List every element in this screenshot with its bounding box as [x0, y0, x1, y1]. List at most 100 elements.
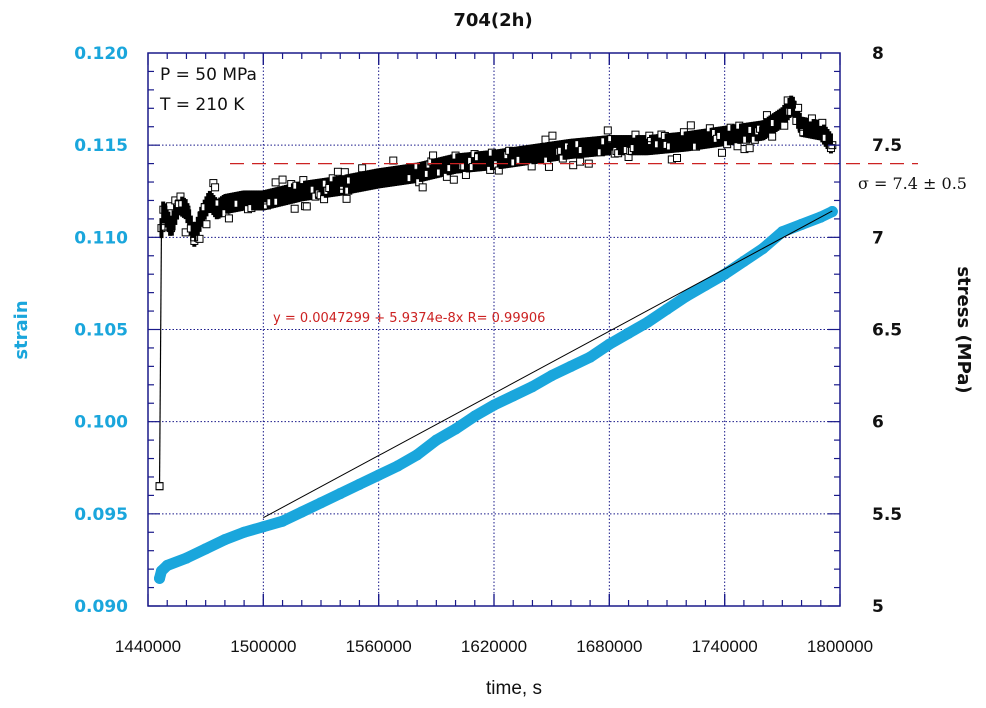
- stress-point: [548, 131, 557, 140]
- x-tick-label: 1680000: [576, 637, 642, 656]
- stress-point: [686, 121, 695, 130]
- stress-point: [302, 202, 311, 211]
- strain-point: [623, 327, 635, 339]
- stress-point: [413, 168, 422, 177]
- strain-point: [200, 543, 212, 555]
- strain-point: [277, 515, 289, 527]
- strain-point: [507, 390, 519, 402]
- stress-mean-label: σ = 7.4 ± 0.5: [858, 174, 967, 193]
- stress-point: [205, 196, 214, 205]
- y-tick-left-label: 0.105: [74, 321, 128, 341]
- y-tick-right-label: 5: [872, 597, 884, 617]
- strain-point: [546, 370, 558, 382]
- strain-point: [430, 434, 442, 446]
- strain-point: [565, 360, 577, 372]
- stress-point: [202, 220, 211, 229]
- stress-point: [544, 162, 553, 171]
- y-axis-left-label: strain: [11, 300, 32, 359]
- strain-point: [584, 351, 596, 363]
- stress-point: [297, 187, 306, 196]
- stress-point: [159, 205, 168, 214]
- stress-point: [290, 204, 299, 213]
- strain-point: [642, 316, 654, 328]
- stress-point: [603, 126, 612, 135]
- stress-point: [259, 196, 268, 205]
- y-tick-left-label: 0.100: [74, 413, 128, 433]
- stress-point: [197, 211, 206, 220]
- strain-point: [699, 279, 711, 291]
- stress-point: [528, 150, 537, 159]
- x-tick-label: 1440000: [115, 637, 181, 656]
- plot-area: [154, 95, 838, 584]
- stress-point: [155, 482, 164, 491]
- strain-point: [776, 226, 788, 238]
- stress-point: [429, 151, 438, 160]
- strain-point: [238, 526, 250, 538]
- y-tick-left-label: 0.115: [74, 136, 128, 156]
- strain-point: [719, 268, 731, 280]
- stress-point: [167, 224, 176, 233]
- stress-point: [682, 137, 691, 146]
- stress-point: [643, 141, 652, 150]
- stress-point: [576, 157, 585, 166]
- stress-point: [717, 148, 726, 157]
- y-axis-right-label: stress (MPa): [953, 266, 974, 393]
- stress-point: [224, 214, 233, 223]
- stress-point: [336, 181, 345, 190]
- stress-point: [672, 153, 681, 162]
- chart-title: 704(2h): [453, 10, 532, 31]
- stress-point: [271, 178, 280, 187]
- stress-point: [155, 482, 164, 491]
- stress-point: [190, 233, 199, 242]
- fit-equation-label: y = 0.0047299 + 5.9374e-8x R= 0.99906: [273, 311, 545, 326]
- stress-point: [358, 164, 367, 173]
- strain-point: [796, 218, 808, 230]
- stress-point: [182, 205, 191, 214]
- stress-point: [778, 113, 787, 122]
- strain-point: [411, 449, 423, 461]
- stress-point: [768, 132, 777, 141]
- strain-point: [161, 559, 173, 571]
- stress-point: [195, 234, 204, 243]
- stress-point: [720, 131, 729, 140]
- stress-point: [566, 144, 575, 153]
- fit-line: [263, 210, 833, 519]
- strain-point: [661, 303, 673, 315]
- stress-connector: [158, 228, 163, 487]
- y-tick-right-label: 7: [872, 228, 884, 248]
- stress-point: [461, 170, 470, 179]
- stress-point: [213, 205, 222, 214]
- y-tick-right-label: 7.5: [872, 136, 902, 156]
- x-tick-label: 1620000: [461, 637, 527, 656]
- tick-labels: 1440000 1500000 1560000 1620000 1680000 17400…: [74, 44, 902, 656]
- strain-point: [353, 478, 365, 490]
- strain-point: [373, 469, 385, 481]
- tick-marks: [147, 53, 841, 607]
- strain-point: [738, 255, 750, 267]
- strain-point: [180, 552, 192, 564]
- x-axis-label: time, s: [486, 678, 542, 699]
- stress-point: [220, 200, 229, 209]
- stress-point: [240, 196, 249, 205]
- stress-point: [418, 183, 427, 192]
- stress-point: [797, 122, 806, 131]
- x-tick-label: 1740000: [692, 637, 758, 656]
- strain-point: [450, 423, 462, 435]
- y-tick-left-label: 0.090: [74, 597, 128, 617]
- strain-point: [334, 488, 346, 500]
- strain-point: [680, 290, 692, 302]
- strain-point: [296, 506, 308, 518]
- stress-point: [569, 161, 578, 170]
- stress-point: [745, 144, 754, 153]
- y-tick-right-label: 8: [872, 44, 884, 64]
- strain-point: [392, 460, 404, 472]
- stress-point: [211, 183, 220, 192]
- stress-point: [449, 175, 458, 184]
- x-tick-label: 1800000: [807, 637, 873, 656]
- y-tick-right-label: 5.5: [872, 505, 902, 525]
- stress-point: [157, 224, 166, 233]
- pressure-annotation: P = 50 MPa: [160, 65, 257, 85]
- y-tick-right-label: 6: [872, 413, 884, 433]
- stress-point: [759, 126, 768, 135]
